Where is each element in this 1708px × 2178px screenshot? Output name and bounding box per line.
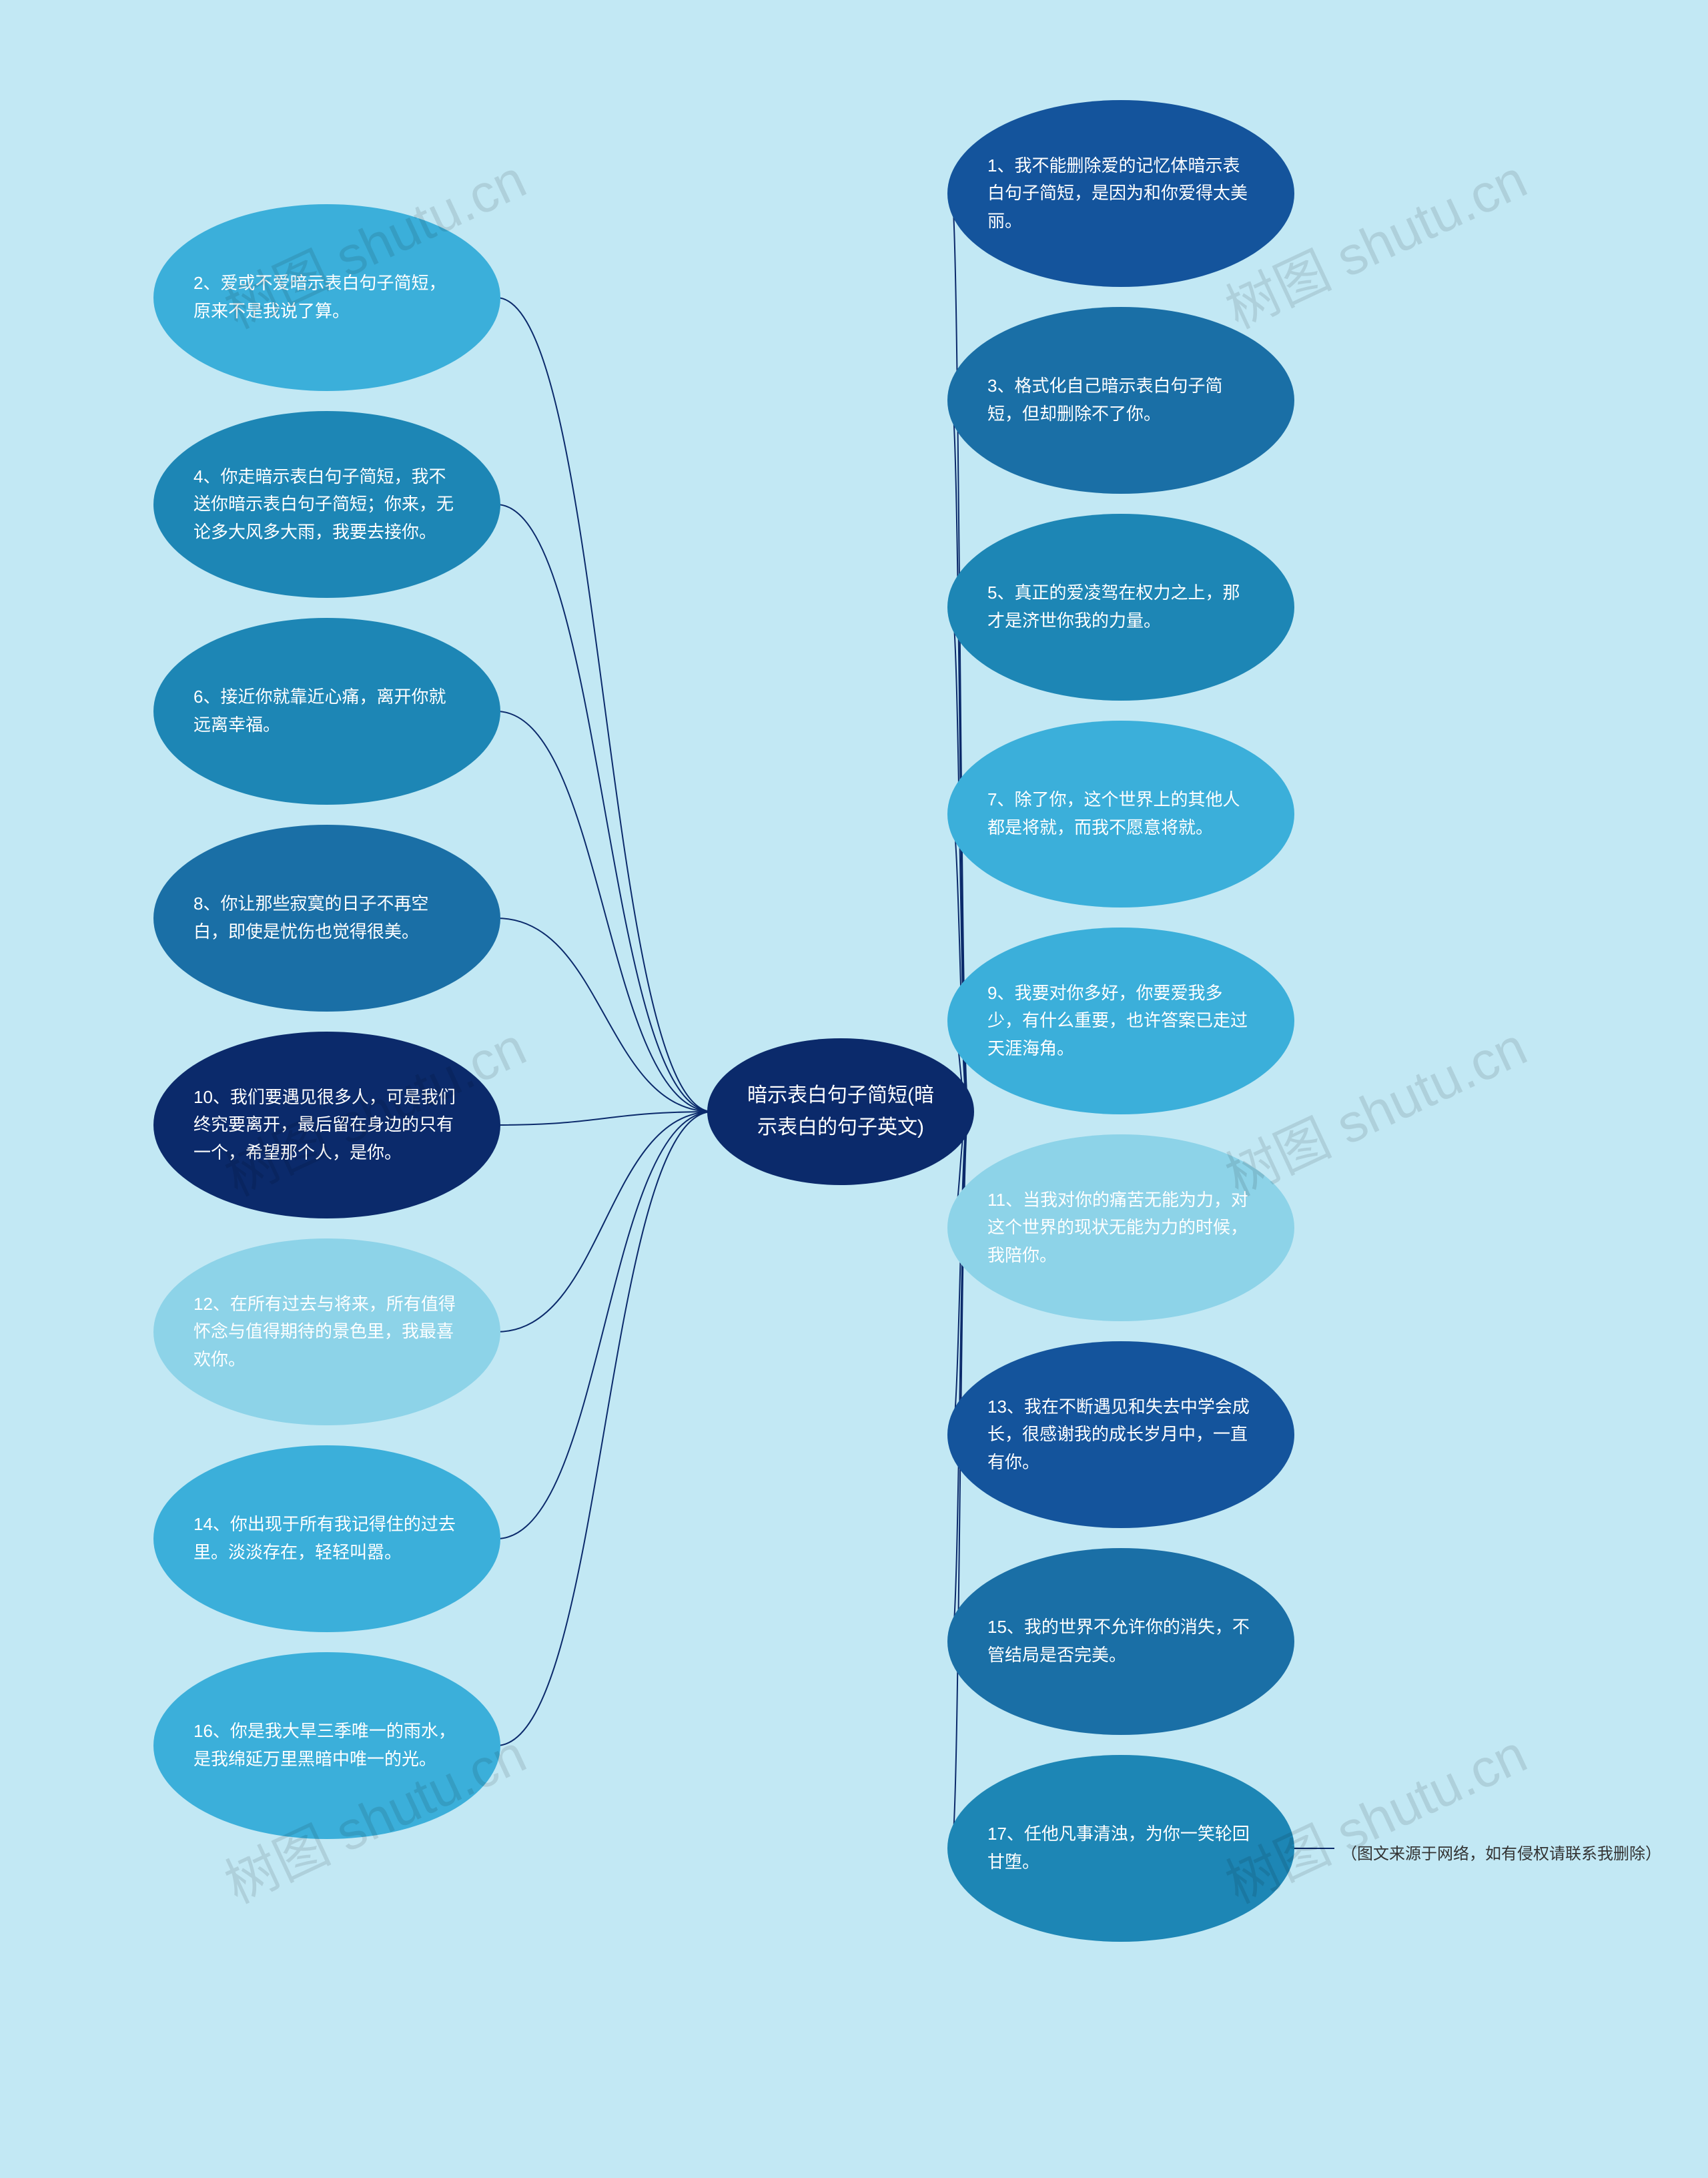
right-node-1: 1、我不能删除爱的记忆体暗示表白句子简短，是因为和你爱得太美丽。 <box>947 100 1294 287</box>
right-node-13: 13、我在不断遇见和失去中学会成长，很感谢我的成长岁月中，一直有你。 <box>947 1341 1294 1528</box>
right-node-17: 17、任他凡事清浊，为你一笑轮回甘堕。 <box>947 1755 1294 1942</box>
left-node-16: 16、你是我大旱三季唯一的雨水，是我绵延万里黑暗中唯一的光。 <box>153 1652 500 1839</box>
node-text: 6、接近你就靠近心痛，离开你就远离幸福。 <box>193 683 460 739</box>
node-text: 7、除了你，这个世界上的其他人都是将就，而我不愿意将就。 <box>987 786 1254 841</box>
center-text: 暗示表白句子简短(暗示表白的句子英文) <box>741 1080 941 1144</box>
right-node-11: 11、当我对你的痛苦无能为力，对这个世界的现状无能为力的时候，我陪你。 <box>947 1134 1294 1321</box>
right-node-15: 15、我的世界不允许你的消失，不管结局是否完美。 <box>947 1548 1294 1735</box>
left-node-4: 4、你走暗示表白句子简短，我不送你暗示表白句子简短；你来，无论多大风多大雨，我要… <box>153 411 500 598</box>
right-node-3: 3、格式化自己暗示表白句子简短，但却删除不了你。 <box>947 307 1294 494</box>
node-text: 13、我在不断遇见和失去中学会成长，很感谢我的成长岁月中，一直有你。 <box>987 1393 1254 1477</box>
right-node-5: 5、真正的爱凌驾在权力之上，那才是济世你我的力量。 <box>947 514 1294 701</box>
node-text: 9、我要对你多好，你要爱我多少，有什么重要，也许答案已走过天涯海角。 <box>987 980 1254 1063</box>
left-node-8: 8、你让那些寂寞的日子不再空白，即使是忧伤也觉得很美。 <box>153 825 500 1012</box>
node-text: 14、你出现于所有我记得住的过去里。淡淡存在，轻轻叫嚣。 <box>193 1511 460 1566</box>
node-text: 2、爱或不爱暗示表白句子简短，原来不是我说了算。 <box>193 270 460 325</box>
node-text: 10、我们要遇见很多人，可是我们终究要离开，最后留在身边的只有一个，希望那个人，… <box>193 1084 460 1167</box>
node-text: 1、我不能删除爱的记忆体暗示表白句子简短，是因为和你爱得太美丽。 <box>987 152 1254 236</box>
node-text: 15、我的世界不允许你的消失，不管结局是否完美。 <box>987 1613 1254 1669</box>
node-text: 12、在所有过去与将来，所有值得怀念与值得期待的景色里，我最喜欢你。 <box>193 1291 460 1374</box>
node-text: 17、任他凡事清浊，为你一笑轮回甘堕。 <box>987 1820 1254 1876</box>
footnote-text: （图文来源于网络，如有侵权请联系我删除） <box>1341 1845 1661 1863</box>
center-node: 暗示表白句子简短(暗示表白的句子英文) <box>707 1038 974 1185</box>
left-node-6: 6、接近你就靠近心痛，离开你就远离幸福。 <box>153 618 500 805</box>
mindmap-canvas: 暗示表白句子简短(暗示表白的句子英文) 2、爱或不爱暗示表白句子简短，原来不是我… <box>0 0 1708 2178</box>
right-node-9: 9、我要对你多好，你要爱我多少，有什么重要，也许答案已走过天涯海角。 <box>947 928 1294 1114</box>
node-text: 8、你让那些寂寞的日子不再空白，即使是忧伤也觉得很美。 <box>193 890 460 946</box>
left-node-2: 2、爱或不爱暗示表白句子简短，原来不是我说了算。 <box>153 204 500 391</box>
left-node-10: 10、我们要遇见很多人，可是我们终究要离开，最后留在身边的只有一个，希望那个人，… <box>153 1032 500 1218</box>
footnote: （图文来源于网络，如有侵权请联系我删除） <box>1341 1840 1661 1864</box>
node-text: 3、格式化自己暗示表白句子简短，但却删除不了你。 <box>987 372 1254 428</box>
node-text: 4、你走暗示表白句子简短，我不送你暗示表白句子简短；你来，无论多大风多大雨，我要… <box>193 463 460 547</box>
right-node-7: 7、除了你，这个世界上的其他人都是将就，而我不愿意将就。 <box>947 721 1294 908</box>
node-text: 11、当我对你的痛苦无能为力，对这个世界的现状无能为力的时候，我陪你。 <box>987 1186 1254 1270</box>
node-text: 5、真正的爱凌驾在权力之上，那才是济世你我的力量。 <box>987 579 1254 635</box>
left-node-12: 12、在所有过去与将来，所有值得怀念与值得期待的景色里，我最喜欢你。 <box>153 1238 500 1425</box>
left-node-14: 14、你出现于所有我记得住的过去里。淡淡存在，轻轻叫嚣。 <box>153 1445 500 1632</box>
node-text: 16、你是我大旱三季唯一的雨水，是我绵延万里黑暗中唯一的光。 <box>193 1718 460 1773</box>
